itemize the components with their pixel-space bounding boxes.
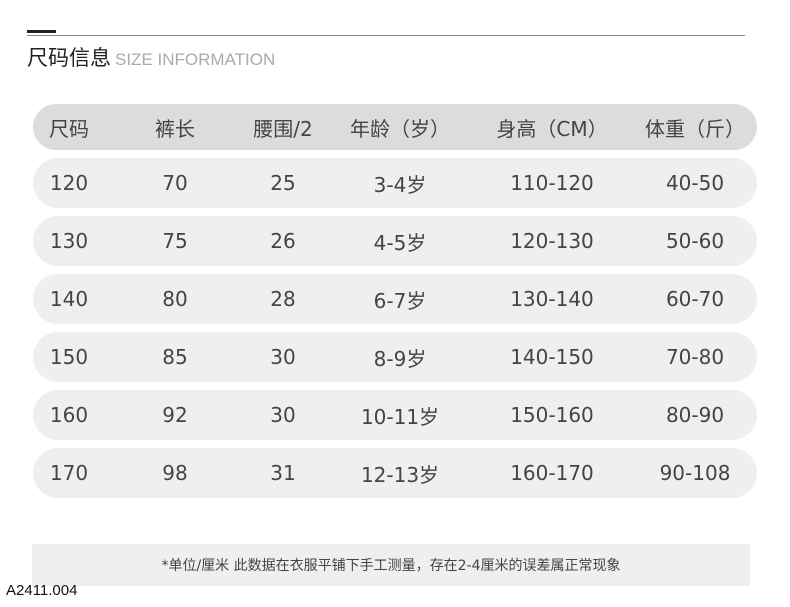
table-cell: 8-9岁: [373, 346, 427, 371]
table-row: 140 80 28 6-7岁 130-140 60-70: [33, 274, 757, 324]
table-row: 170 98 31 12-13岁 160-170 90-108: [33, 448, 757, 498]
table-row: 160 92 30 10-11岁 150-160 80-90: [33, 390, 757, 440]
measurement-note: *单位/厘米 此数据在衣服平铺下手工测量，存在2-4厘米的误差属正常现象: [32, 544, 750, 586]
table-cell: 140-150: [510, 345, 594, 369]
table-cell: 12-13岁: [360, 462, 440, 487]
table-cell: 150-160: [510, 403, 594, 427]
table-cell: 75: [162, 229, 188, 253]
title-cn: 尺码信息: [27, 46, 111, 70]
table-cell: 70-80: [665, 345, 725, 369]
table-cell: 160: [49, 403, 89, 427]
table-cell: 85: [162, 345, 188, 369]
table-cell: 25: [270, 171, 296, 195]
title-divider: [27, 35, 745, 36]
table-cell: 60-70: [665, 287, 725, 311]
table-cell: 40-50: [665, 171, 725, 195]
header-cell: 裤长: [155, 116, 195, 141]
table-cell: 4-5岁: [373, 230, 427, 255]
header-cell: 身高（CM）: [496, 116, 608, 141]
table-cell: 80: [162, 287, 188, 311]
table-cell: 80-90: [665, 403, 725, 427]
header-cell: 体重（斤）: [645, 116, 745, 141]
table-cell: 6-7岁: [373, 288, 427, 313]
table-cell: 140: [49, 287, 89, 311]
table-cell: 150: [49, 345, 89, 369]
table-cell: 98: [162, 461, 188, 485]
product-code: A2411.004: [6, 582, 78, 599]
table-cell: 160-170: [510, 461, 594, 485]
table-cell: 26: [270, 229, 296, 253]
table-cell: 30: [270, 403, 296, 427]
header-cell: 年龄（岁）: [350, 116, 450, 141]
table-row: 120 70 25 3-4岁 110-120 40-50: [33, 158, 757, 208]
table-cell: 110-120: [510, 171, 594, 195]
table-row: 130 75 26 4-5岁 120-130 50-60: [33, 216, 757, 266]
table-cell: 130: [49, 229, 89, 253]
table-cell: 90-108: [659, 461, 731, 485]
header-cell: 腰围/2: [253, 116, 313, 141]
table-cell: 31: [270, 461, 296, 485]
table-cell: 120: [49, 171, 89, 195]
table-cell: 92: [162, 403, 188, 427]
table-cell: 120-130: [510, 229, 594, 253]
table-cell: 70: [162, 171, 188, 195]
title-accent-bar: [27, 30, 56, 33]
title-en: SIZE INFORMATION: [115, 50, 276, 69]
table-cell: 10-11岁: [360, 404, 440, 429]
table-cell: 130-140: [510, 287, 594, 311]
header-cell: 尺码: [49, 116, 89, 141]
table-cell: 30: [270, 345, 296, 369]
table-row: 150 85 30 8-9岁 140-150 70-80: [33, 332, 757, 382]
table-cell: 170: [49, 461, 89, 485]
table-cell: 50-60: [665, 229, 725, 253]
section-title: 尺码信息 SIZE INFORMATION: [27, 42, 275, 72]
table-cell: 3-4岁: [373, 172, 427, 197]
table-cell: 28: [270, 287, 296, 311]
table-header-row: 尺码 裤长 腰围/2 年龄（岁） 身高（CM） 体重（斤）: [33, 104, 757, 150]
